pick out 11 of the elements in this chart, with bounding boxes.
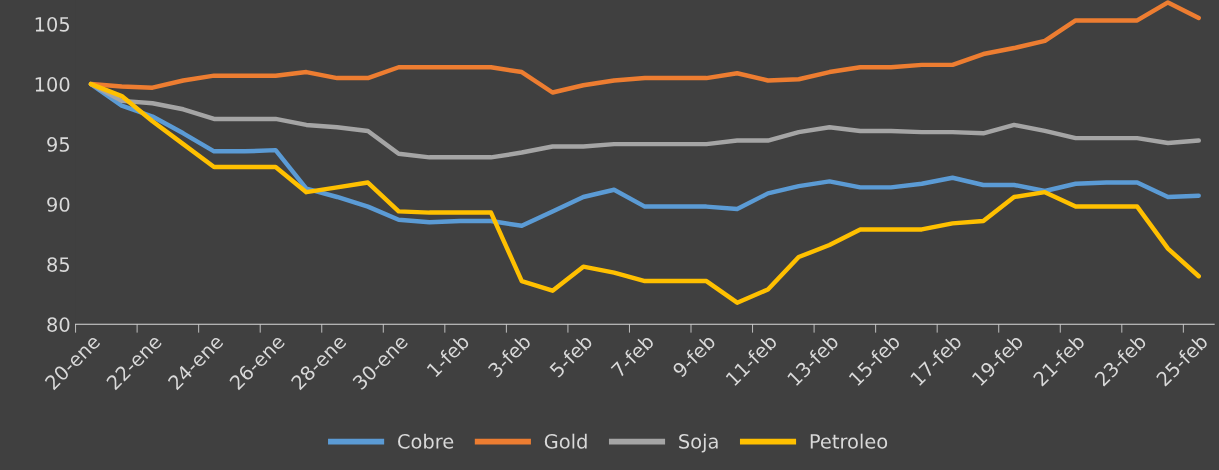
legend-label: Petroleo [810,433,888,449]
line-series [88,81,1201,305]
y-tick-label: 105 [35,16,70,32]
legend-label: Cobre [398,433,454,449]
y-tick-label: 90 [47,197,70,212]
legend-label: Gold [544,433,587,449]
y-tick-label: 80 [47,317,70,332]
y-tick-label: 95 [47,137,70,152]
legend-label: Soja [679,433,718,453]
y-tick-label: 85 [47,257,70,272]
y-tick-label: 100 [35,77,70,92]
